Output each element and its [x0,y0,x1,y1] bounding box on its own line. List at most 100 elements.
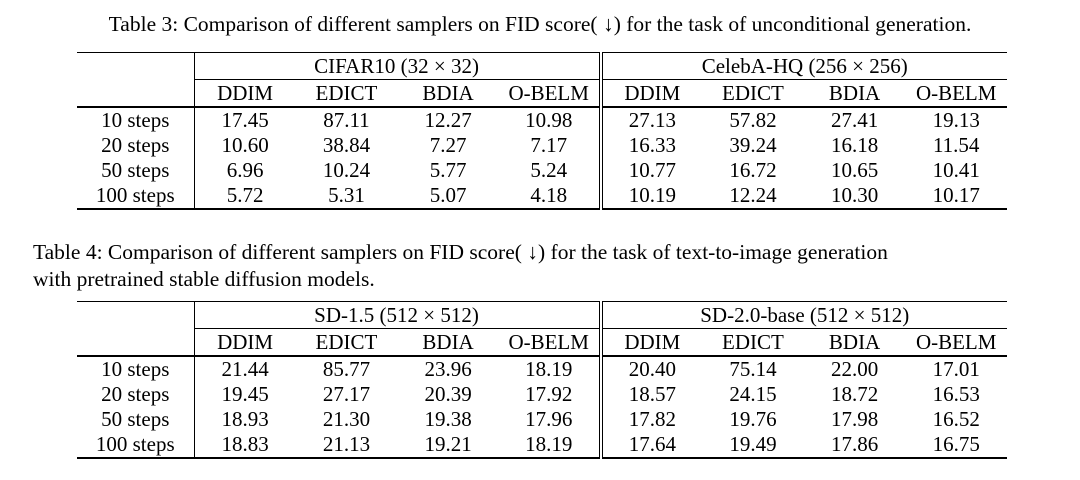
fid-value: 5.72 [226,183,264,207]
fid-value: 10.30 [830,183,879,207]
fid-value: 18.19 [525,432,573,456]
row-label: 100 steps [77,432,195,458]
column-header-row: DDIM EDICT BDIA O-BELM DDIM EDICT BDIA O… [77,79,1007,108]
fid-value: 27.13 [598,107,703,133]
fid-value: 10.65 [830,158,879,182]
table-row: 10 steps 21.44 85.77 23.96 18.19 20.40 75.14 22… [77,356,1007,382]
fid-value: 10.41 [932,158,980,182]
fid-value: 17.96 [525,407,573,431]
fid-value: 10.19 [598,183,703,209]
caption-line: Table 3: Comparison of different sampler… [108,12,972,36]
fid-value: 75.14 [729,357,777,381]
fid-value: 16.52 [932,407,980,431]
row-label: 100 steps [77,183,195,209]
fid-value: 16.75 [932,432,980,456]
table-row: 10 steps 17.45 87.11 12.27 10.98 27.13 57.82 27… [77,107,1007,133]
column-header: O-BELM [498,79,601,108]
fid-value: 18.93 [221,407,269,431]
fid-value: 21.13 [322,432,371,456]
fid-value: 16.53 [932,382,980,406]
fid-value: 17.82 [598,407,703,432]
fid-value: 18.72 [830,382,879,406]
fid-value: 16.18 [830,133,879,157]
column-header: O-BELM [498,328,601,357]
table4-body: 10 steps 21.44 85.77 23.96 18.19 20.40 75.14 22… [77,356,1007,458]
fid-value: 23.96 [424,357,472,381]
fid-value: 57.82 [729,108,777,132]
fid-value: 19.13 [932,108,980,132]
fid-value: 7.27 [429,133,467,157]
fid-value: 17.98 [830,407,879,431]
fid-value: 10.98 [525,108,573,132]
stub-cell [77,79,195,108]
fid-value: 17.64 [598,432,703,458]
stub-cell [77,301,195,329]
fid-value: 5.31 [328,183,365,207]
column-header: BDIA [803,328,906,357]
fid-value: 24.15 [729,382,777,406]
table-row: 50 steps 18.93 21.30 19.38 17.96 17.82 19.76 17… [77,407,1007,432]
fid-value: 19.49 [729,432,777,456]
fid-value: 16.72 [729,158,777,182]
fid-value: 17.01 [932,357,980,381]
fid-value: 17.92 [525,382,573,406]
column-header: O-BELM [905,328,1007,357]
fid-value: 20.40 [598,356,703,382]
fid-value: 27.17 [322,382,371,406]
fid-value: 18.19 [525,357,573,381]
column-header: EDICT [702,79,804,108]
column-header-row: DDIM EDICT BDIA O-BELM DDIM EDICT BDIA O… [77,328,1007,357]
row-label: 20 steps [77,133,195,158]
column-header: DDIM [194,79,296,108]
table-row: 20 steps 10.60 38.84 7.27 7.17 16.33 39.24 16.1… [77,133,1007,158]
caption-line: with pretrained stable diffusion models. [33,267,375,291]
table-row: 100 steps 5.72 5.31 5.07 4.18 10.19 12.24 10.30… [77,183,1007,209]
fid-value: 19.76 [729,407,777,431]
fid-value: 19.45 [221,382,269,406]
column-header: EDICT [295,328,398,357]
fid-value: 87.11 [323,108,370,132]
fid-value: 18.57 [598,382,703,407]
table-row: 20 steps 19.45 27.17 20.39 17.92 18.57 24.15 18… [77,382,1007,407]
column-header: EDICT [295,79,398,108]
fid-value: 5.24 [530,158,568,182]
row-label: 20 steps [77,382,195,407]
table-row: 100 steps 18.83 21.13 19.21 18.19 17.64 19.49 1… [77,432,1007,458]
table-row: 50 steps 6.96 10.24 5.77 5.24 10.77 16.72 10.65… [77,158,1007,183]
group-header-row: SD-1.5 (512 × 512) SD-2.0-base (512 × 51… [77,301,1007,329]
fid-value: 5.77 [429,158,467,182]
column-header: O-BELM [905,79,1007,108]
fid-value: 22.00 [830,357,879,381]
column-header: DDIM [194,328,296,357]
fid-value: 6.96 [226,158,264,182]
fid-value: 18.83 [221,432,269,456]
table3-body: 10 steps 17.45 87.11 12.27 10.98 27.13 57.82 27… [77,107,1007,209]
column-header: BDIA [397,79,499,108]
group-header-sd15: SD-1.5 (512 × 512) [194,301,601,329]
table4: SD-1.5 (512 × 512) SD-2.0-base (512 × 51… [77,301,1007,459]
fid-value: 17.45 [221,108,269,132]
group-header-sd20base: SD-2.0-base (512 × 512) [598,301,1007,329]
fid-value: 27.41 [830,108,879,132]
group-header-celebahq: CelebA-HQ (256 × 256) [598,52,1007,80]
fid-value: 19.38 [424,407,472,431]
group-header-row: CIFAR10 (32 × 32) CelebA-HQ (256 × 256) [77,52,1007,80]
table3-caption: Table 3: Comparison of different sampler… [33,11,1047,38]
fid-value: 17.86 [830,432,879,456]
fid-value: 21.30 [322,407,371,431]
fid-value: 19.21 [424,432,472,456]
row-label: 50 steps [77,158,195,183]
stub-cell [77,328,195,357]
fid-value: 10.60 [221,133,269,157]
row-label: 10 steps [77,356,195,382]
table3: CIFAR10 (32 × 32) CelebA-HQ (256 × 256) … [77,52,1007,210]
fid-value: 10.77 [598,158,703,183]
fid-value: 12.24 [729,183,777,207]
fid-value: 12.27 [424,108,472,132]
fid-value: 10.17 [932,183,980,207]
column-header: BDIA [397,328,499,357]
stub-cell [77,52,195,80]
row-label: 50 steps [77,407,195,432]
fid-value: 7.17 [530,133,568,157]
